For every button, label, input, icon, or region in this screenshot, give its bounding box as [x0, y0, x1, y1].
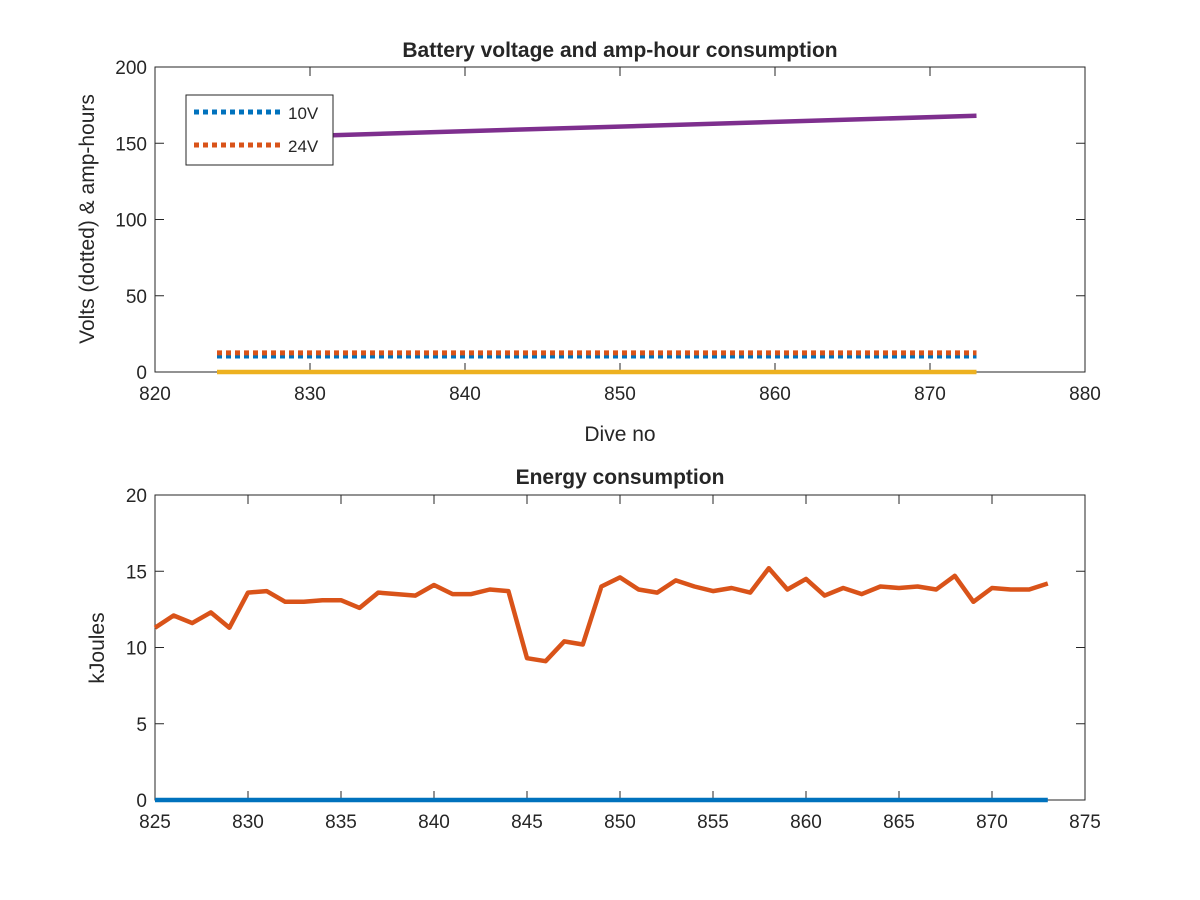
legend-label-10v: 10V: [288, 104, 319, 123]
voltage-y-axis-label: Volts (dotted) & amp-hours: [76, 94, 99, 344]
voltage-x-tick-label: 830: [294, 384, 326, 405]
energy-x-tick-label: 840: [418, 812, 450, 833]
energy-x-tick-label: 850: [604, 812, 636, 833]
energy-chart-title: Energy consumption: [516, 466, 725, 489]
energy-y-tick-label: 10: [126, 639, 147, 660]
voltage-chart-title: Battery voltage and amp-hour consumption: [402, 39, 837, 62]
energy-x-tick-label: 845: [511, 812, 543, 833]
energy-y-tick-label: 5: [136, 715, 147, 736]
energy-plot-area: 825 830 835 840 845 850 855 860 865 870 875 0 5 10 15 2…: [126, 486, 1101, 833]
voltage-plot-area: 820 830 840 850 860 870 880 0 50 100 150 200: [115, 58, 1101, 405]
energy-x-tick-label: 830: [232, 812, 264, 833]
energy-x-tick-label: 860: [790, 812, 822, 833]
voltage-y-tick-label: 200: [115, 58, 147, 79]
voltage-x-tick-label: 840: [449, 384, 481, 405]
voltage-legend: 10V 24V: [185, 94, 334, 166]
voltage-amphour-panel: Battery voltage and amp-hour consumption…: [76, 39, 1101, 446]
energy-x-tick-label: 825: [139, 812, 171, 833]
voltage-y-tick-label: 50: [126, 287, 147, 308]
legend-label-24v: 24V: [288, 137, 319, 156]
voltage-y-tick-label: 100: [115, 211, 147, 232]
voltage-series-line-3: [216, 113, 977, 141]
energy-y-tick-label: 15: [126, 562, 147, 583]
voltage-x-tick-label: 870: [914, 384, 946, 405]
voltage-y-tick-label: 0: [136, 363, 147, 384]
voltage-y-tick-label: 150: [115, 134, 147, 155]
energy-y-tick-label: 0: [136, 791, 147, 812]
energy-x-tick-label: 870: [976, 812, 1008, 833]
energy-x-tick-label: 835: [325, 812, 357, 833]
voltage-x-axis-label: Dive no: [584, 423, 655, 446]
energy-x-tick-label: 875: [1069, 812, 1101, 833]
energy-series-line-1: [153, 565, 1049, 664]
voltage-x-tick-label: 880: [1069, 384, 1101, 405]
legend-box: [185, 94, 334, 166]
energy-panel: Energy consumption kJoules 825 830 835 840 8…: [86, 466, 1101, 833]
voltage-x-tick-label: 860: [759, 384, 791, 405]
energy-axes-box: [154, 494, 1086, 801]
energy-x-tick-label: 865: [883, 812, 915, 833]
voltage-x-tick-label: 850: [604, 384, 636, 405]
energy-x-tick-label: 855: [697, 812, 729, 833]
voltage-x-tick-label: 820: [139, 384, 171, 405]
energy-y-axis-label: kJoules: [86, 612, 109, 683]
energy-y-tick-label: 20: [126, 486, 147, 507]
